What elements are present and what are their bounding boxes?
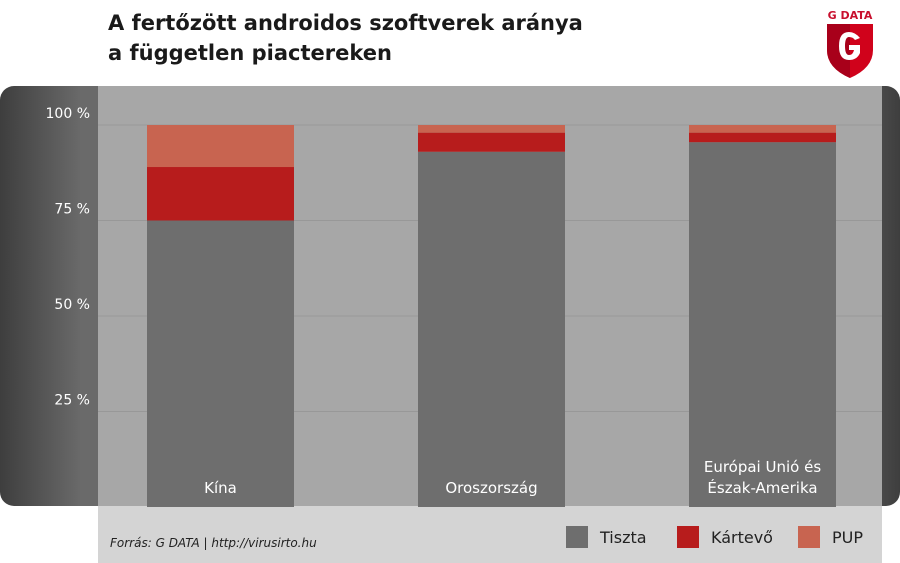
- bar-segment: [689, 125, 836, 133]
- bar-segment: [418, 151, 565, 508]
- chart-title: A fertőzött androidos szoftverek aránya …: [108, 8, 583, 68]
- legend-item-pup: PUP: [798, 526, 863, 548]
- x-axis-labels: Kína Oroszország Európai Unió és Észak-Amer…: [204, 458, 821, 497]
- bar-segment: [689, 132, 836, 143]
- y-tick-label: 100 %: [46, 106, 90, 122]
- legend-label-tiszta: Tiszta: [600, 527, 647, 547]
- category-label: Oroszország: [445, 479, 537, 497]
- title-line-2: a független piactereken: [108, 41, 392, 65]
- bar-segment: [418, 132, 565, 152]
- legend-label-pup: PUP: [832, 527, 864, 547]
- legend-label-kartevo: Kártevő: [711, 527, 773, 547]
- category-label: Európai Unió és: [704, 458, 821, 476]
- logo-text: G DATA: [828, 9, 873, 22]
- y-tick-label: 50 %: [54, 297, 90, 313]
- header: A fertőzött androidos szoftverek aránya …: [0, 0, 900, 86]
- y-axis-ticks: 25 % 50 % 75 % 100 %: [46, 106, 90, 409]
- legend-swatch-tiszta: [566, 526, 588, 548]
- bar-segment: [418, 125, 565, 133]
- bar-segment: [147, 125, 294, 168]
- footer-bar: [98, 506, 882, 563]
- legend-swatch-pup: [798, 526, 820, 548]
- bar-segment: [147, 220, 294, 507]
- bar-segment: [689, 142, 836, 507]
- category-label: Kína: [204, 479, 237, 497]
- source-note: Forrás: G DATA | http://virusirto.hu: [110, 536, 317, 550]
- legend-swatch-kartevo: [677, 526, 699, 548]
- category-label: Észak-Amerika: [707, 478, 817, 497]
- gdata-logo: G DATA: [827, 9, 873, 78]
- title-line-1: A fertőzött androidos szoftverek aránya: [108, 11, 583, 35]
- legend-item-kartevo: Kártevő: [677, 526, 773, 548]
- y-tick-label: 75 %: [54, 202, 90, 218]
- legend-item-tiszta: Tiszta: [566, 526, 647, 548]
- y-tick-label: 25 %: [54, 393, 90, 409]
- bar-segment: [147, 167, 294, 221]
- bars: [147, 125, 836, 508]
